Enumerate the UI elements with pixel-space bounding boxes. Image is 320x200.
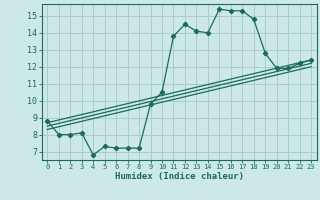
X-axis label: Humidex (Indice chaleur): Humidex (Indice chaleur) (115, 172, 244, 181)
